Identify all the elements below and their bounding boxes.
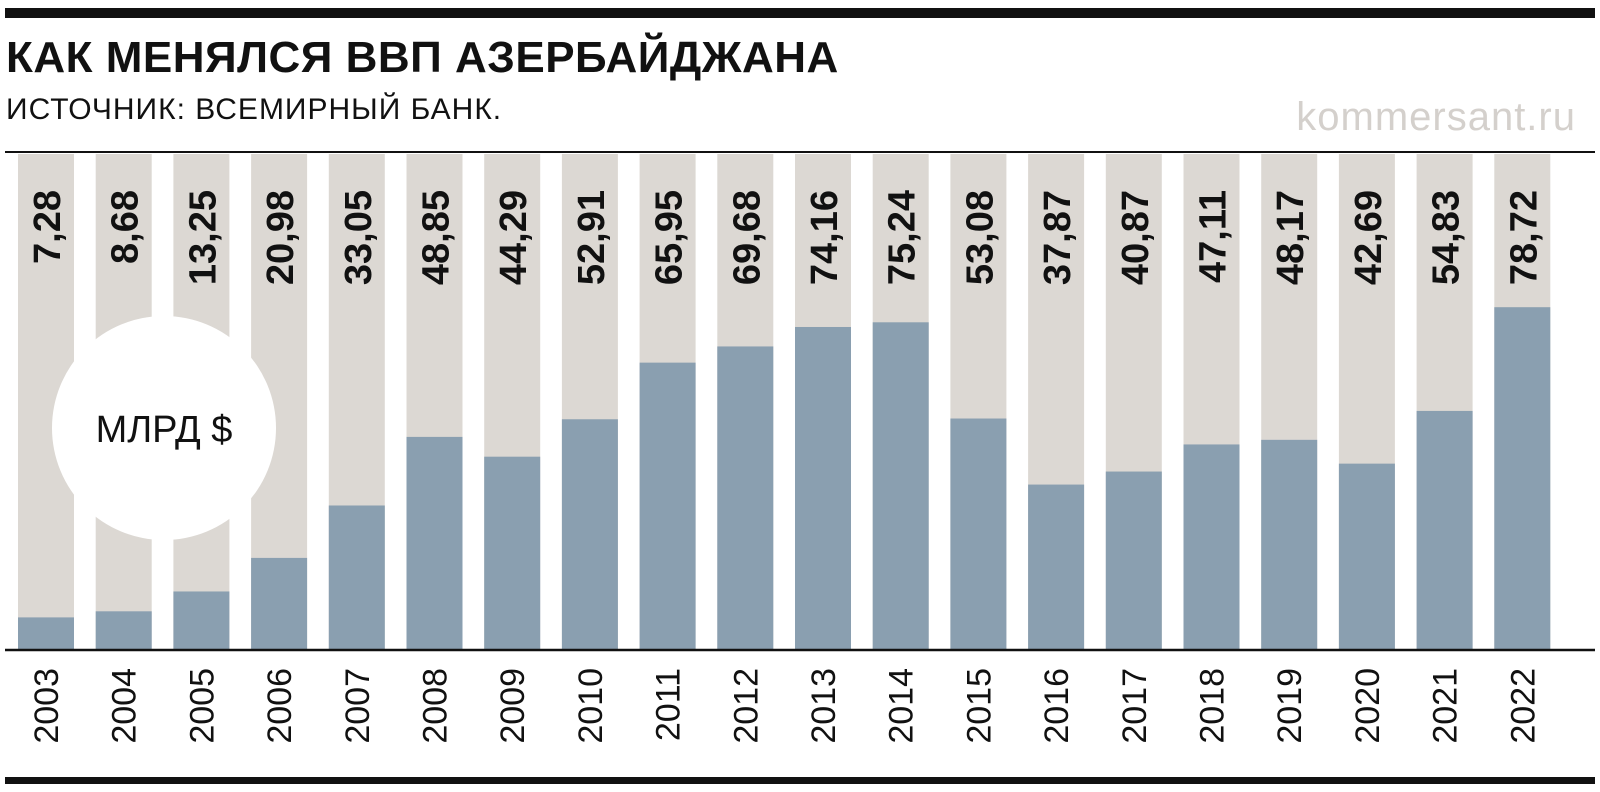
bar-2006 (251, 557, 308, 649)
chart-title: КАК МЕНЯЛСЯ ВВП АЗЕРБАЙДЖАНА (6, 33, 839, 82)
bars (18, 307, 1551, 649)
bar-2003 (18, 617, 74, 649)
year-label-2009: 2009 (494, 668, 532, 744)
unit-badge: МЛРД $ (52, 316, 276, 540)
bar-2005 (173, 591, 230, 649)
unit-label: МЛРД $ (96, 409, 233, 451)
value-label-2013: 74,16 (804, 190, 846, 285)
year-label-2008: 2008 (417, 668, 455, 744)
brand-watermark: kommersant.ru (1296, 95, 1576, 139)
bar-2016 (1028, 484, 1085, 649)
value-label-2012: 69,68 (726, 190, 768, 285)
bottom-rule (5, 777, 1595, 784)
bar-2020 (1338, 463, 1395, 649)
bar-2009 (484, 456, 541, 649)
unit-badge-circle (52, 316, 276, 540)
year-label-2016: 2016 (1038, 668, 1076, 744)
year-label-2004: 2004 (106, 668, 144, 744)
bar-2015 (950, 418, 1007, 649)
year-label-2012: 2012 (727, 668, 765, 744)
value-label-2005: 13,25 (182, 190, 224, 285)
bar-2004 (95, 611, 152, 649)
value-label-2022: 78,72 (1503, 190, 1545, 285)
value-label-2020: 42,69 (1348, 190, 1390, 285)
chart-source: ИСТОЧНИК: ВСЕМИРНЫЙ БАНК. (6, 93, 503, 126)
bar-2017 (1105, 471, 1162, 649)
bar-2011 (639, 362, 696, 649)
value-label-2018: 47,11 (1193, 190, 1235, 283)
year-label-2021: 2021 (1427, 668, 1465, 744)
value-label-2014: 75,24 (882, 190, 924, 285)
year-label-2019: 2019 (1271, 668, 1309, 744)
year-label-2014: 2014 (883, 668, 921, 744)
value-label-2021: 54,83 (1426, 190, 1468, 285)
value-label-2007: 33,05 (338, 190, 380, 285)
value-label-2008: 48,85 (416, 190, 458, 285)
value-label-2010: 52,91 (571, 190, 613, 285)
bar-2007 (328, 505, 385, 649)
year-label-2022: 2022 (1504, 668, 1542, 744)
year-labels: 2003 2004 2005 2006 2007 2008 2009 2010 2011 2012… (28, 668, 1542, 744)
value-label-2015: 53,08 (959, 190, 1001, 285)
bar-2014 (872, 322, 929, 649)
value-label-2009: 44,29 (493, 190, 535, 285)
top-rule (5, 8, 1595, 18)
value-label-2017: 40,87 (1115, 190, 1157, 285)
year-label-2003: 2003 (28, 668, 66, 744)
value-label-2011: 65,95 (649, 190, 691, 285)
value-label-2006: 20,98 (260, 190, 302, 285)
bar-2018 (1183, 444, 1240, 649)
year-label-2006: 2006 (261, 668, 299, 744)
bar-2021 (1416, 410, 1473, 649)
year-label-2013: 2013 (805, 668, 843, 744)
bar-2010 (561, 419, 618, 649)
value-label-2004: 8,68 (105, 190, 147, 264)
bar-2012 (717, 346, 774, 649)
year-label-2020: 2020 (1349, 668, 1387, 744)
bar-2013 (795, 326, 851, 649)
value-label-2003: 7,28 (27, 190, 69, 264)
value-label-2019: 48,17 (1270, 190, 1312, 285)
value-label-2016: 37,87 (1037, 190, 1079, 285)
year-label-2015: 2015 (960, 668, 998, 744)
bar-2019 (1261, 439, 1318, 649)
year-label-2011: 2011 (650, 668, 688, 741)
year-label-2005: 2005 (183, 668, 221, 744)
year-label-2017: 2017 (1116, 668, 1154, 744)
bar-2022 (1494, 307, 1551, 649)
year-label-2018: 2018 (1194, 668, 1232, 744)
year-label-2010: 2010 (572, 668, 610, 744)
bar-2008 (406, 436, 463, 649)
year-label-2007: 2007 (339, 668, 377, 744)
value-labels: 7,28 8,68 13,25 20,98 33,05 48,85 44,29 52,91 65… (27, 190, 1545, 285)
